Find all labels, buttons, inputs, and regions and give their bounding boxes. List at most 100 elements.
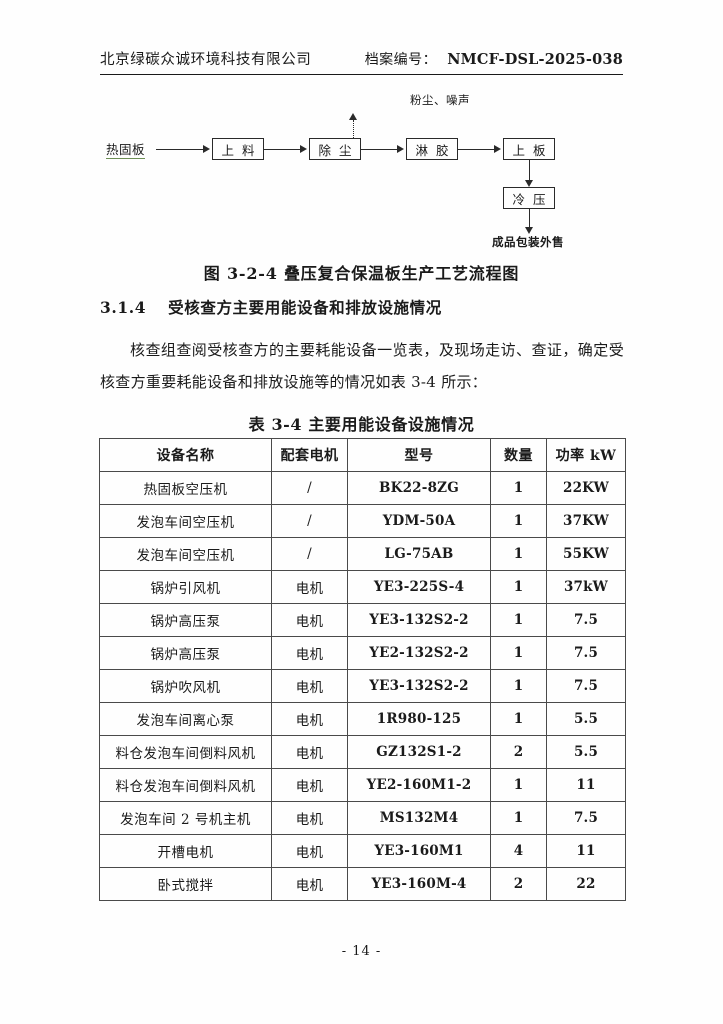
- cell-model: YE2-160M1-2: [347, 768, 491, 802]
- section-number: 3.1.4: [100, 298, 147, 317]
- flow-box-label: 除 尘: [318, 142, 354, 158]
- table-row: 锅炉高压泵 电机 YE2-132S2-2 1 7.5: [99, 636, 626, 670]
- section-heading: 3.1.4 受核查方主要用能设备和排放设施情况: [100, 296, 623, 318]
- cell-model: YE3-160M-4: [347, 867, 491, 901]
- cell-qty: 1: [490, 801, 547, 835]
- cell-model: 1R980-125: [347, 702, 491, 736]
- cell-name: 料仓发泡车间倒料风机: [99, 768, 272, 802]
- cell-power: 7.5: [546, 801, 626, 835]
- cell-motor: 电机: [271, 669, 348, 703]
- flow-box-label: 淋 胶: [415, 142, 451, 158]
- cell-name: 卧式搅拌: [99, 867, 272, 901]
- cell-power: 55KW: [546, 537, 626, 571]
- cell-name: 锅炉高压泵: [99, 603, 272, 637]
- table-row: 热固板空压机 / BK22-8ZG 1 22KW: [99, 471, 626, 505]
- table-row: 锅炉引风机 电机 YE3-225S-4 1 37kW: [99, 570, 626, 604]
- flow-line-source-to-1: [156, 149, 205, 150]
- cell-qty: 1: [490, 537, 547, 571]
- cell-motor: /: [271, 504, 348, 538]
- cell-motor: 电机: [271, 801, 348, 835]
- table-row: 料仓发泡车间倒料风机 电机 GZ132S1-2 2 5.5: [99, 735, 626, 769]
- cell-name: 发泡车间 2 号机主机: [99, 801, 272, 835]
- section-title: 受核查方主要用能设备和排放设施情况: [168, 298, 442, 317]
- cell-qty: 1: [490, 471, 547, 505]
- flow-line-1-to-2: [264, 149, 302, 150]
- cell-name: 锅炉高压泵: [99, 636, 272, 670]
- cell-model: YE3-160M1: [347, 834, 491, 868]
- page-footer: - 14 -: [0, 944, 723, 959]
- cell-power: 7.5: [546, 603, 626, 637]
- cell-power: 5.5: [546, 735, 626, 769]
- cell-power: 22: [546, 867, 626, 901]
- cell-name: 锅炉引风机: [99, 570, 272, 604]
- flow-arrow-5-icon: [525, 180, 533, 187]
- cell-motor: /: [271, 471, 348, 505]
- cell-qty: 1: [490, 669, 547, 703]
- flow-arrow-2-icon: [300, 145, 307, 153]
- flow-emission-label: 粉尘、噪声: [410, 93, 470, 107]
- column-header-power: 功率 kW: [546, 438, 626, 472]
- table-row: 锅炉高压泵 电机 YE3-132S2-2 1 7.5: [99, 603, 626, 637]
- column-header-motor: 配套电机: [271, 438, 348, 472]
- archive-number-label: 档案编号：: [364, 52, 438, 68]
- header-archive: 档案编号： NMCF-DSL-2025-038: [365, 49, 623, 69]
- table-row: 发泡车间离心泵 电机 1R980-125 1 5.5: [99, 702, 626, 736]
- cell-power: 7.5: [546, 636, 626, 670]
- flow-source-label: 热固板: [106, 139, 146, 159]
- cell-name: 锅炉吹风机: [99, 669, 272, 703]
- cell-qty: 1: [490, 702, 547, 736]
- cell-motor: 电机: [271, 603, 348, 637]
- flow-end-label: 成品包装外售: [492, 235, 564, 249]
- column-header-name: 设备名称: [99, 438, 272, 472]
- table-header-row: 设备名称 配套电机 型号 数量 功率 kW: [99, 438, 626, 472]
- process-flow-diagram: 粉尘、噪声 热固板 上 料 除 尘 淋 胶 上 板: [100, 92, 623, 249]
- cell-model: YE2-132S2-2: [347, 636, 491, 670]
- table-row: 开槽电机 电机 YE3-160M1 4 11: [99, 834, 626, 868]
- cell-qty: 2: [490, 867, 547, 901]
- flow-box-shangban: 上 板: [503, 138, 555, 160]
- flow-line-2-to-3: [361, 149, 399, 150]
- cell-qty: 1: [490, 768, 547, 802]
- table-row: 锅炉吹风机 电机 YE3-132S2-2 1 7.5: [99, 669, 626, 703]
- cell-motor: 电机: [271, 702, 348, 736]
- equipment-table: 设备名称 配套电机 型号 数量 功率 kW 热固板空压机 / BK22-8ZG 1 22…: [99, 438, 626, 901]
- cell-power: 11: [546, 834, 626, 868]
- flow-box-linjiao: 淋 胶: [406, 138, 458, 160]
- cell-motor: 电机: [271, 636, 348, 670]
- flow-arrow-1-icon: [203, 145, 210, 153]
- table-row: 发泡车间空压机 / YDM-50A 1 37KW: [99, 504, 626, 538]
- cell-name: 开槽电机: [99, 834, 272, 868]
- emission-arrow-up-icon: [349, 113, 357, 120]
- table-row: 发泡车间 2 号机主机 电机 MS132M4 1 7.5: [99, 801, 626, 835]
- archive-number-value: NMCF-DSL-2025-038: [447, 51, 623, 68]
- header-company-name: 北京绿碳众诚环境科技有限公司: [100, 52, 312, 68]
- page-header: 北京绿碳众诚环境科技有限公司 档案编号： NMCF-DSL-2025-038: [100, 48, 623, 75]
- table-row: 发泡车间空压机 / LG-75AB 1 55KW: [99, 537, 626, 571]
- cell-model: YE3-132S2-2: [347, 669, 491, 703]
- cell-model: GZ132S1-2: [347, 735, 491, 769]
- flow-line-3-to-4: [458, 149, 496, 150]
- cell-name: 热固板空压机: [99, 471, 272, 505]
- cell-name: 料仓发泡车间倒料风机: [99, 735, 272, 769]
- cell-motor: 电机: [271, 834, 348, 868]
- cell-motor: 电机: [271, 768, 348, 802]
- column-header-model: 型号: [347, 438, 491, 472]
- flow-box-label: 上 板: [512, 142, 548, 158]
- cell-model: YE3-225S-4: [347, 570, 491, 604]
- flow-box-shangliao: 上 料: [212, 138, 264, 160]
- flow-line-4-to-5: [529, 160, 530, 184]
- cell-motor: 电机: [271, 867, 348, 901]
- cell-motor: /: [271, 537, 348, 571]
- cell-power: 37kW: [546, 570, 626, 604]
- table-row: 料仓发泡车间倒料风机 电机 YE2-160M1-2 1 11: [99, 768, 626, 802]
- cell-qty: 1: [490, 504, 547, 538]
- table-caption: 表 3-4 主要用能设备设施情况: [248, 415, 475, 434]
- page-number: - 14 -: [341, 944, 382, 959]
- cell-motor: 电机: [271, 570, 348, 604]
- cell-motor: 电机: [271, 735, 348, 769]
- cell-power: 5.5: [546, 702, 626, 736]
- cell-power: 7.5: [546, 669, 626, 703]
- flow-line-5-to-end: [529, 209, 530, 231]
- cell-name: 发泡车间空压机: [99, 537, 272, 571]
